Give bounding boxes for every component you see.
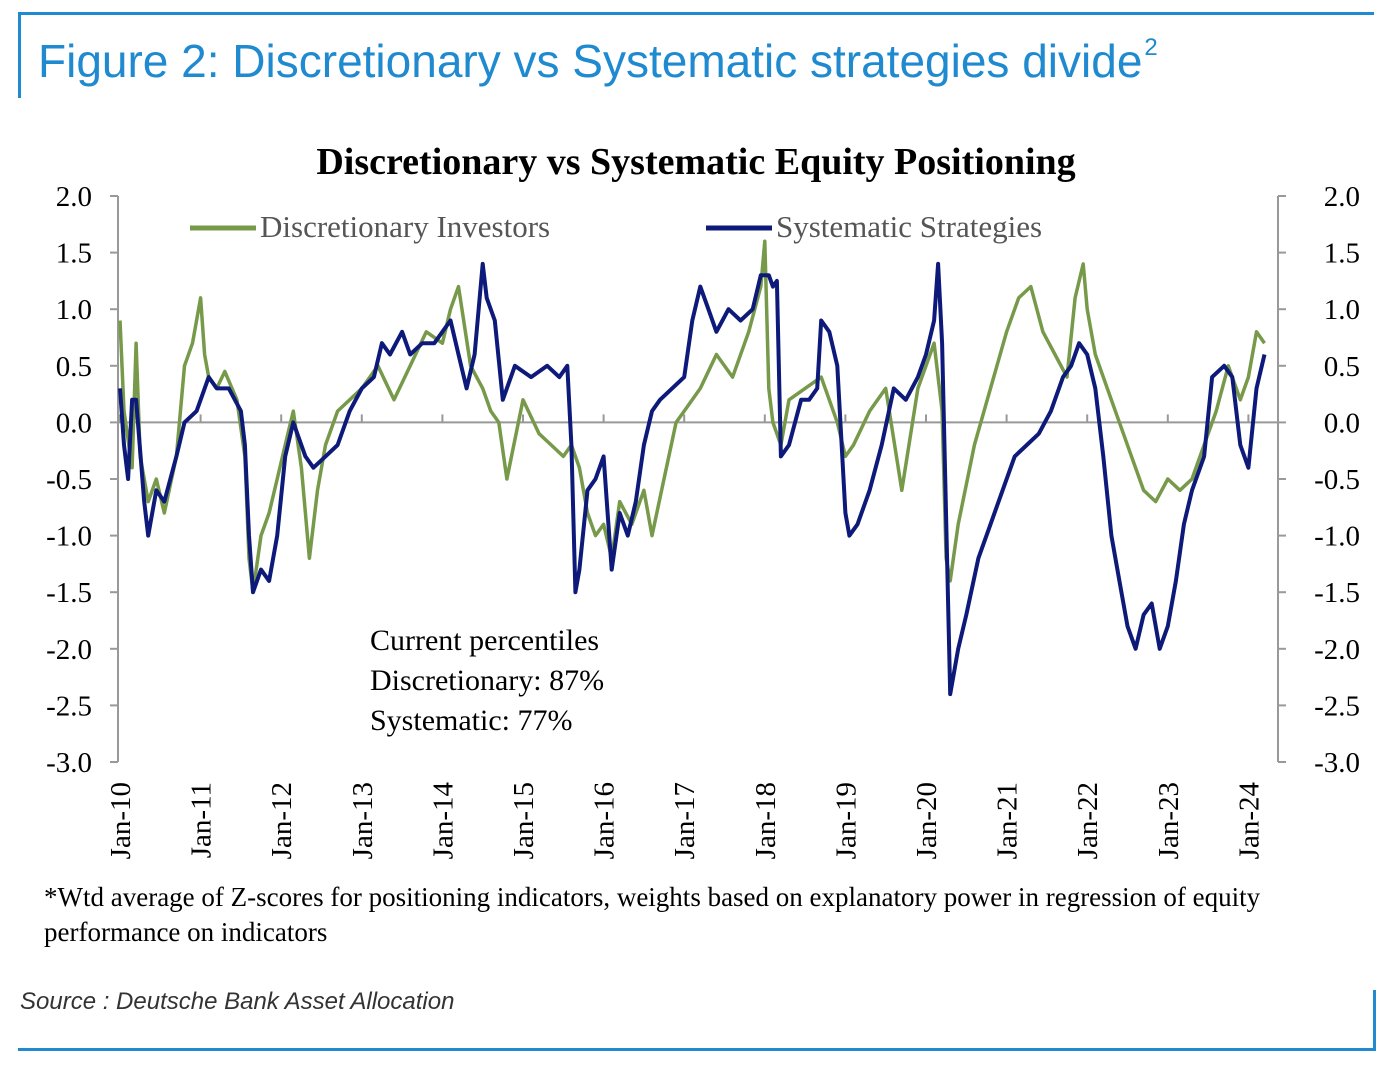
x-tick-label: Jan-24 [1233, 782, 1265, 860]
y-tick-label-left: 1.0 [56, 294, 92, 326]
y-tick-label-left: 0.5 [56, 351, 92, 383]
figure-title-superscript: 2 [1144, 34, 1158, 61]
x-tick-label: Jan-11 [186, 782, 218, 858]
frame-bottom-rule [18, 1048, 1376, 1051]
y-tick-label-left: -3.0 [46, 747, 92, 779]
y-tick-label-right: -3.0 [1314, 747, 1360, 779]
x-tick-label: Jan-22 [1072, 782, 1104, 859]
y-tick-label-left: -0.5 [46, 464, 92, 496]
annotation-line: Systematic: 77% [370, 704, 572, 737]
line-chart: 2.0 2.0 1.5 1.5 1.0 1.0 0.5 0.5 0.0 0.0 -0.5 -0.5 -1… [46, 181, 1360, 859]
y-tick-label-right: -1.5 [1314, 577, 1360, 609]
y-tick-label-left: 0.0 [56, 407, 92, 439]
x-tick-label: Jan-17 [669, 782, 701, 859]
y-tick-label-right: 2.0 [1324, 181, 1360, 213]
chart-title: Discretionary vs Systematic Equity Posit… [316, 141, 1076, 183]
chart-series-layer [118, 239, 1267, 697]
x-tick-label: Jan-21 [992, 782, 1024, 859]
y-tick-label-left: -2.5 [46, 690, 92, 722]
series-line-discretionary [118, 239, 1266, 594]
frame-left-rule [18, 12, 21, 98]
y-tick-label-right: -1.0 [1314, 521, 1360, 553]
figure-title: Figure 2: Discretionary vs Systematic st… [38, 34, 1158, 88]
chart-annotation: Current percentiles Discretionary: 87% Sys… [370, 624, 604, 737]
x-tick-label: Jan-20 [911, 782, 943, 859]
x-tick-label: Jan-10 [105, 782, 137, 859]
y-tick-label-left: -2.0 [46, 634, 92, 666]
legend-label: Systematic Strategies [776, 209, 1042, 244]
series-line-systematic [118, 261, 1267, 697]
x-tick-label: Jan-15 [508, 782, 540, 859]
x-tick-label: Jan-19 [830, 782, 862, 859]
x-tick-label: Jan-12 [266, 782, 298, 859]
chart-axes: 2.0 2.0 1.5 1.5 1.0 1.0 0.5 0.5 0.0 0.0 -0.5 -0.5 -1… [46, 181, 1360, 859]
y-tick-label-right: -2.5 [1314, 690, 1360, 722]
x-tick-label: Jan-14 [427, 782, 459, 860]
chart-legend: Discretionary Investors Systematic Strate… [190, 209, 1042, 244]
y-tick-label-left: 1.5 [56, 238, 92, 270]
x-tick-label: Jan-23 [1153, 782, 1185, 859]
y-tick-label-right: -0.5 [1314, 464, 1360, 496]
legend-label: Discretionary Investors [260, 209, 550, 244]
source-note: Source : Deutsche Bank Asset Allocation [20, 988, 455, 1015]
y-tick-label-right: 1.0 [1324, 294, 1360, 326]
frame-right-rule [1373, 990, 1376, 1050]
y-tick-label-right: -2.0 [1314, 634, 1360, 666]
y-tick-label-right: 0.0 [1324, 407, 1360, 439]
y-tick-label-left: -1.0 [46, 521, 92, 553]
y-tick-label-left: 2.0 [56, 181, 92, 213]
x-tick-label: Jan-18 [750, 782, 782, 859]
x-tick-label: Jan-16 [589, 782, 621, 859]
chart-footnote: *Wtd average of Z-scores for positioning… [44, 882, 1261, 947]
x-tick-label: Jan-13 [347, 782, 379, 859]
y-tick-label-right: 1.5 [1324, 238, 1360, 270]
annotation-line: Discretionary: 87% [370, 664, 604, 697]
y-tick-label-right: 0.5 [1324, 351, 1360, 383]
frame-top-rule [18, 12, 1374, 15]
figure-title-text: Figure 2: Discretionary vs Systematic st… [38, 35, 1143, 87]
annotation-line: Current percentiles [370, 624, 599, 657]
y-tick-label-left: -1.5 [46, 577, 92, 609]
